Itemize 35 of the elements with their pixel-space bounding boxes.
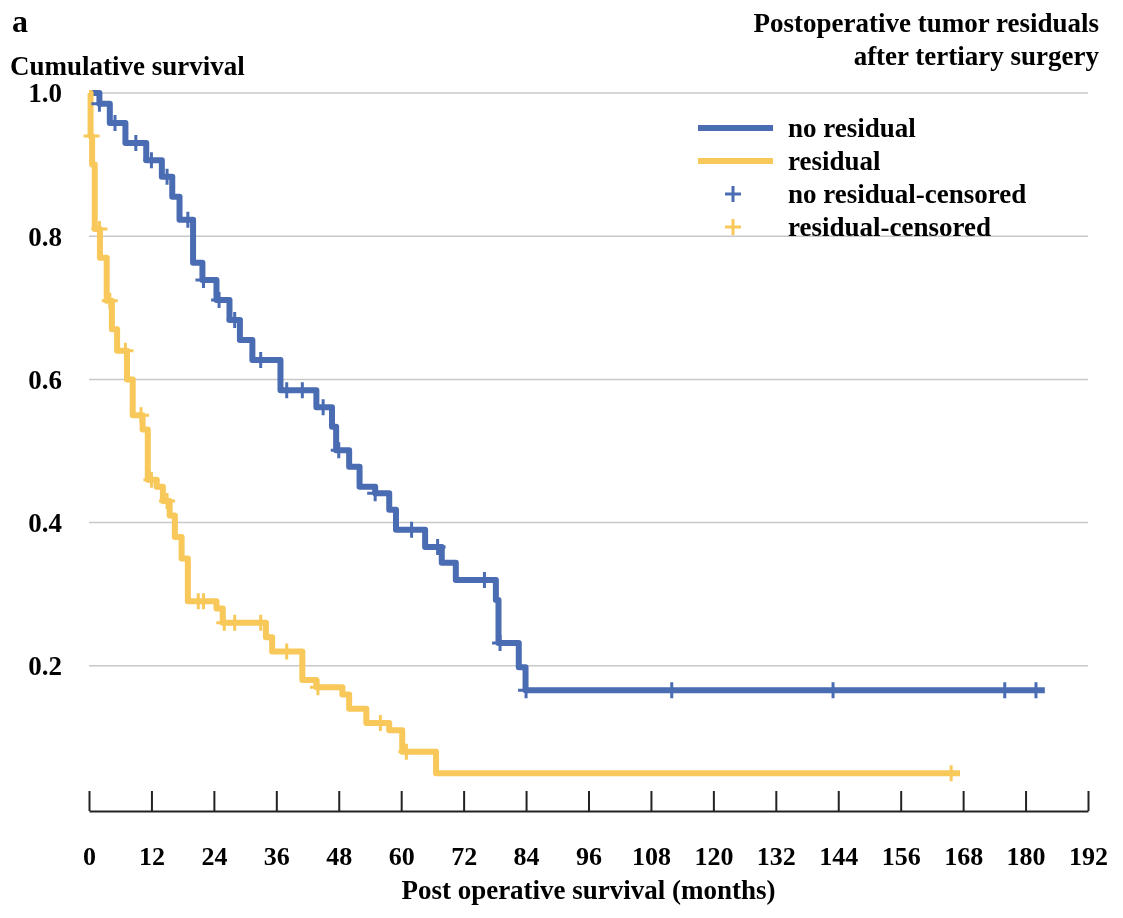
- x-tick-label: 96: [576, 842, 602, 872]
- point: [159, 493, 176, 510]
- y-tick-label: 1.0: [28, 78, 62, 109]
- x-tick-label: 0: [83, 842, 96, 872]
- x-tick-label: 132: [756, 842, 796, 872]
- point: [101, 292, 118, 309]
- x-tick-label: 12: [138, 842, 165, 872]
- y-tick-label: 0.2: [28, 651, 62, 682]
- y-axis-title: Cumulative survival: [10, 51, 246, 81]
- x-tick-label: 36: [263, 842, 290, 872]
- point: [159, 168, 176, 185]
- y-tick-label: 0.8: [28, 221, 62, 252]
- x-axis-title: Post operative survival (months): [401, 875, 776, 905]
- legend-label: no residual: [788, 113, 917, 144]
- x-tick-label: 168: [944, 842, 984, 872]
- x-tick-label: 120: [694, 842, 734, 872]
- x-tick-label: 156: [881, 842, 921, 872]
- x-tick-label: 108: [631, 842, 671, 872]
- x-tick-label: 60: [388, 842, 415, 872]
- point: [143, 471, 160, 488]
- legend-label: no residual-censored: [788, 179, 1027, 210]
- x-tick-label: 192: [1069, 842, 1108, 872]
- y-tick-label: 0.4: [28, 508, 62, 539]
- legend-label: residual-censored: [788, 212, 992, 243]
- x-tick-label: 180: [1006, 842, 1046, 872]
- legend-label: residual: [788, 146, 882, 177]
- text: a: [12, 3, 28, 39]
- point: [226, 311, 243, 328]
- x-tick-label: 144: [819, 842, 859, 872]
- x-tick-label: 24: [201, 842, 228, 872]
- x-tick-label: 72: [451, 842, 478, 872]
- legend-title: Postoperative tumor residuals after tertiary surgery: [753, 8, 1100, 71]
- x-tick-label: 48: [326, 842, 353, 872]
- y-tick-label: 0.6: [28, 364, 62, 395]
- x-tick-label: 84: [513, 842, 540, 872]
